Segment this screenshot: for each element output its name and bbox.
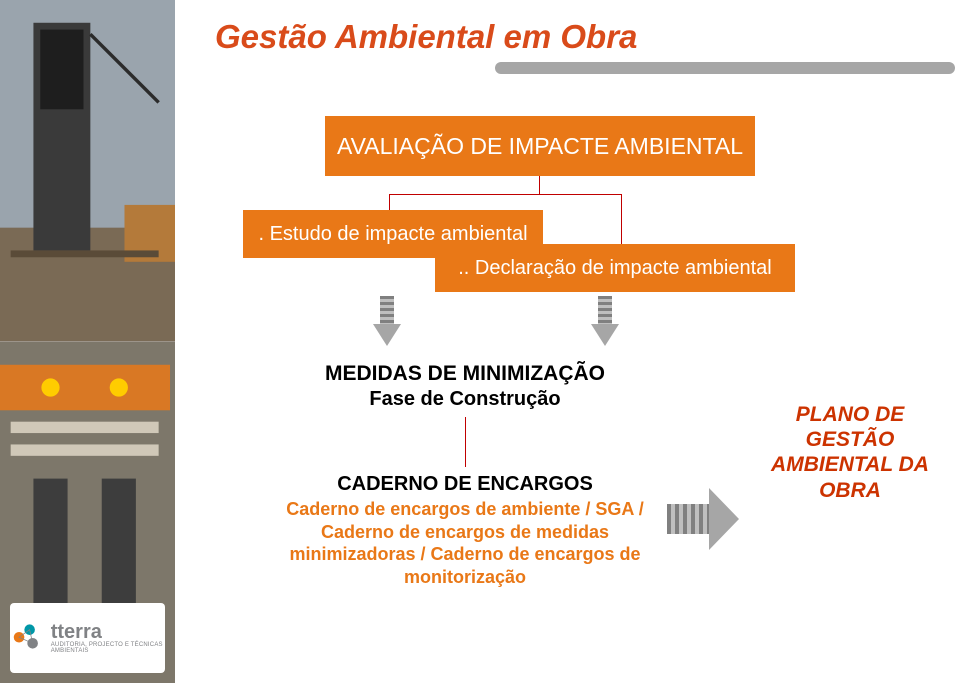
connector-line bbox=[389, 194, 390, 210]
slide-title: Gestão Ambiental em Obra bbox=[215, 18, 637, 56]
connector-line bbox=[465, 417, 466, 467]
arrow-down-icon bbox=[591, 296, 619, 348]
connector-line bbox=[621, 194, 622, 244]
box-avaliacao: AVALIAÇÃO DE IMPACTE AMBIENTAL bbox=[325, 116, 755, 176]
connector-line bbox=[389, 194, 621, 195]
medidas-group: MEDIDAS DE MINIMIZAÇÃO Fase de Construçã… bbox=[275, 362, 655, 588]
slide-main: Gestão Ambiental em Obra AVALIAÇÃO DE IM… bbox=[175, 0, 960, 683]
logo-name: tterra bbox=[51, 622, 165, 642]
medidas-title: MEDIDAS DE MINIMIZAÇÃO bbox=[275, 362, 655, 386]
left-photo-strip: tterra AUDITORIA, PROJECTO E TÉCNICAS AM… bbox=[0, 0, 175, 683]
caderno-title: CADERNO DE ENCARGOS bbox=[275, 473, 655, 496]
medidas-phase: Fase de Construção bbox=[275, 388, 655, 411]
plano-line: PLANO DE bbox=[755, 402, 945, 427]
arrow-right-icon bbox=[667, 488, 745, 550]
plano-line: OBRA bbox=[755, 478, 945, 503]
logo: tterra AUDITORIA, PROJECTO E TÉCNICAS AM… bbox=[10, 603, 165, 673]
title-underline-bar bbox=[495, 62, 955, 74]
plano-line: GESTÃO bbox=[755, 427, 945, 452]
arrow-down-icon bbox=[373, 296, 401, 348]
photo-top bbox=[0, 0, 175, 342]
plano-group: PLANO DE GESTÃO AMBIENTAL DA OBRA bbox=[755, 402, 945, 503]
plano-line: AMBIENTAL DA bbox=[755, 452, 945, 477]
logo-mark-icon bbox=[10, 615, 45, 661]
caderno-detail: Caderno de encargos de ambiente / SGA / … bbox=[275, 498, 655, 588]
connector-line bbox=[539, 176, 540, 194]
box-declaracao: .. Declaração de impacte ambiental bbox=[435, 244, 795, 292]
logo-tagline: AUDITORIA, PROJECTO E TÉCNICAS AMBIENTAI… bbox=[51, 642, 165, 654]
